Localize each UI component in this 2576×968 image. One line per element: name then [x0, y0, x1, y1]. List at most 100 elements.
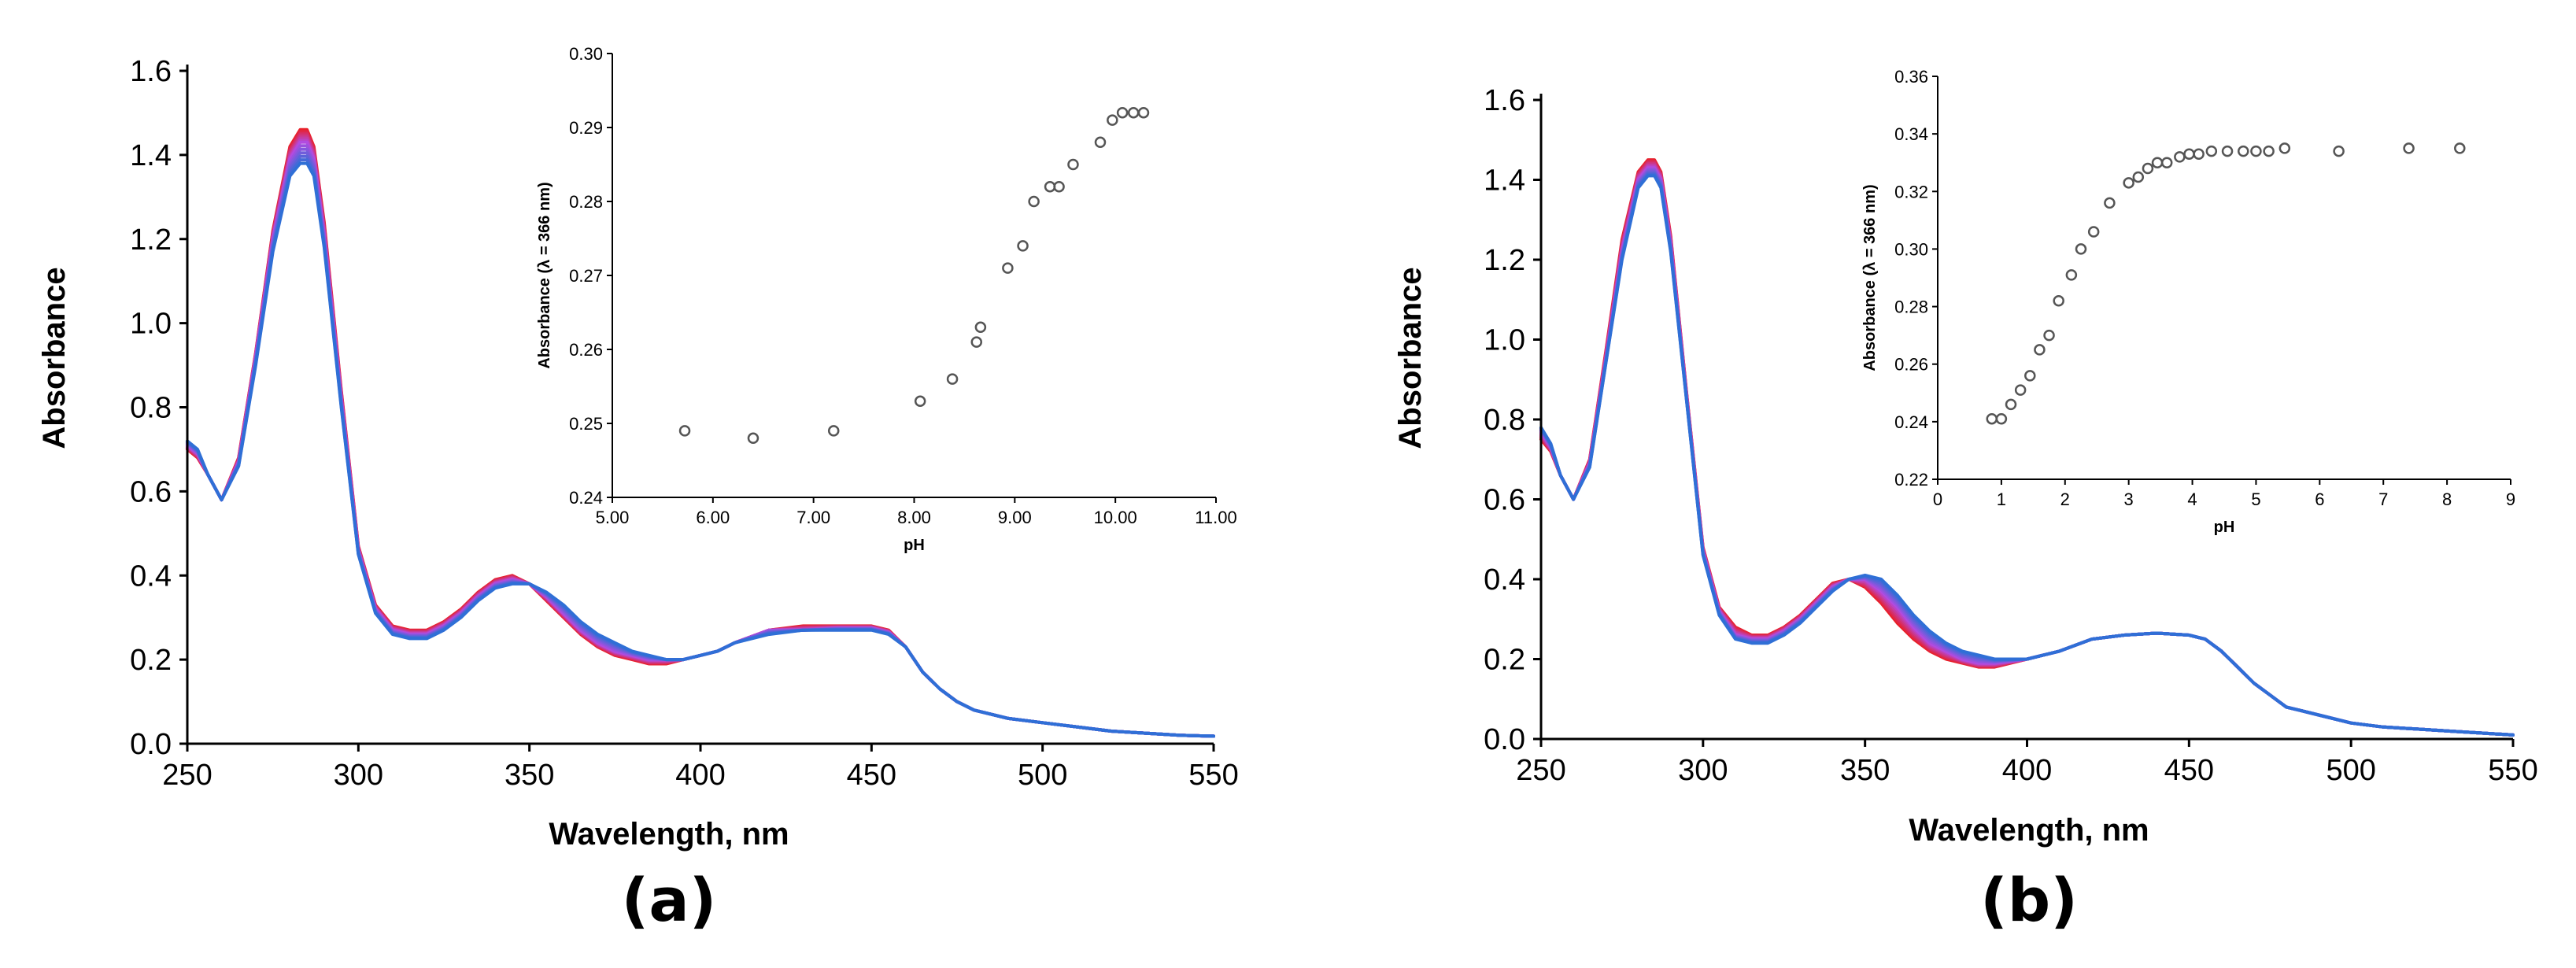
y-tick-label-a-3: 0.6	[130, 475, 172, 508]
inset-x-tick-label-b-2: 2	[2060, 490, 2070, 509]
inset-point-a-13	[1094, 136, 1107, 149]
inset-x-tick-label-a-4: 9.00	[998, 508, 1032, 527]
inset-point-b-19	[2193, 148, 2205, 160]
spectrum-line-b-12	[1539, 174, 2515, 737]
inset-point-a-7	[1002, 262, 1014, 274]
x-tick-label-b-4: 450	[2164, 754, 2214, 787]
inset-point-a-6	[974, 321, 987, 334]
spectrum-line-b-1	[1539, 159, 2515, 737]
inset-point-b-11	[2104, 197, 2116, 209]
y-tick-label-a-4: 0.8	[130, 392, 172, 425]
inset-point-b-27	[2403, 142, 2415, 154]
inset-x-tick-label-b-7: 7	[2378, 490, 2388, 509]
spectrum-line-a-5	[186, 139, 1215, 738]
inset-point-b-9	[2075, 243, 2087, 255]
inset-point-b-21	[2221, 145, 2234, 157]
inset-point-b-4	[2024, 370, 2036, 382]
inset-plot-a: 0.24 0.25 0.26 0.27 0.28 0.29 0.30 5.00 6.00 7.00…	[536, 44, 1237, 554]
inset-point-b-0	[1986, 412, 1998, 425]
inset-x-tick-label-b-8: 8	[2442, 490, 2452, 509]
inset-y-tick-label-b-5: 0.32	[1894, 182, 1928, 201]
spectrum-line-b-11	[1539, 172, 2515, 737]
spectrum-line-a-0	[186, 127, 1215, 738]
inset-y-tick-label-b-6: 0.34	[1894, 124, 1928, 144]
inset-y-tick-label-a-0: 0.24	[569, 488, 603, 508]
inset-y-tick-label-b-0: 0.22	[1894, 470, 1928, 490]
inset-point-b-13	[2132, 171, 2145, 183]
y-tick-label-a-5: 1.0	[130, 308, 172, 341]
inset-y-tick-label-a-4: 0.28	[569, 192, 603, 212]
inset-point-b-1	[1995, 412, 2008, 425]
y-tick-label-b-3: 0.6	[1484, 484, 1525, 517]
spectrum-line-a-10	[186, 154, 1215, 738]
inset-y-tick-label-b-2: 0.26	[1894, 355, 1928, 375]
spectrum-line-a-1	[186, 130, 1215, 738]
y-axis-title-b: Absorbance	[1393, 267, 1428, 449]
inset-point-a-0	[678, 425, 691, 437]
inset-point-b-10	[2087, 226, 2100, 238]
y-tick-label-b-1: 0.2	[1484, 644, 1525, 677]
spectrum-line-b-2	[1539, 161, 2515, 737]
inset-point-a-5	[970, 336, 983, 348]
inset-x-label-b: pH	[2214, 519, 2235, 536]
inset-x-tick-label-b-4: 4	[2187, 490, 2197, 509]
inset-x-tick-label-a-3: 8.00	[897, 508, 931, 527]
inset-point-a-2	[827, 425, 840, 437]
y-tick-label-b-5: 1.0	[1484, 324, 1525, 357]
inset-y-label-b: Absorbance (λ = 366 nm)	[1861, 184, 1879, 371]
x-tick-label-a-5: 500	[1018, 759, 1067, 792]
spectrum-line-b-6	[1539, 166, 2515, 737]
spectra-series-a	[186, 127, 1215, 738]
inset-x-tick-label-a-1: 6.00	[696, 508, 730, 527]
inset-point-b-26	[2333, 145, 2345, 157]
y-tick-label-a-8: 1.6	[130, 55, 172, 88]
inset-point-a-3	[914, 395, 926, 408]
inset-y-tick-label-a-6: 0.30	[569, 44, 603, 64]
inset-x-tick-label-a-5: 10.00	[1094, 508, 1137, 527]
inset-x-tick-label-b-3: 3	[2124, 490, 2134, 509]
y-tick-label-b-8: 1.6	[1484, 84, 1525, 117]
y-tick-label-a-2: 0.4	[130, 560, 172, 593]
x-tick-label-a-6: 550	[1188, 759, 1238, 792]
inset-x-tick-label-a-0: 5.00	[596, 508, 630, 527]
inset-x-label-a: pH	[904, 537, 925, 554]
inset-y-tick-label-a-5: 0.29	[569, 118, 603, 138]
y-tick-label-a-6: 1.2	[130, 224, 172, 257]
spectrum-line-a-8	[186, 147, 1215, 738]
inset-point-b-6	[2043, 329, 2055, 342]
inset-point-a-4	[946, 373, 959, 385]
inset-point-b-18	[2183, 148, 2195, 160]
inset-point-a-10	[1044, 180, 1056, 193]
spectrum-line-b-3	[1539, 162, 2515, 737]
inset-point-b-17	[2174, 151, 2186, 163]
inset-x-tick-label-b-9: 9	[2506, 490, 2515, 509]
x-tick-label-a-2: 350	[504, 759, 554, 792]
y-tick-label-a-7: 1.4	[130, 139, 172, 172]
inset-point-b-20	[2205, 145, 2218, 157]
x-tick-label-a-4: 450	[847, 759, 896, 792]
inset-point-a-9	[1028, 195, 1040, 208]
inset-point-b-15	[2151, 157, 2164, 168]
spectrum-line-b-10	[1539, 172, 2515, 737]
x-tick-label-a-0: 250	[162, 759, 212, 792]
inset-point-a-12	[1067, 158, 1079, 171]
inset-point-b-7	[2053, 295, 2064, 307]
inset-point-b-14	[2142, 162, 2154, 175]
y-tick-label-b-6: 1.2	[1484, 244, 1525, 277]
inset-x-tick-label-b-5: 5	[2251, 490, 2260, 509]
inset-point-a-14	[1107, 114, 1118, 126]
inset-point-a-15	[1116, 106, 1129, 119]
inset-point-a-17	[1137, 106, 1150, 119]
spectrum-line-a-9	[186, 151, 1215, 738]
spectrum-line-b-0	[1539, 158, 2515, 737]
inset-x-tick-label-b-0: 0	[1933, 490, 1942, 509]
panel-label-a: (a)	[622, 865, 717, 935]
inset-y-tick-label-b-3: 0.28	[1894, 297, 1928, 317]
x-tick-label-b-2: 350	[1840, 754, 1890, 787]
inset-y-tick-label-b-4: 0.30	[1894, 239, 1928, 259]
inset-point-b-12	[2123, 177, 2134, 189]
x-axis-title-b: Wavelength, nm	[1909, 813, 2149, 848]
inset-point-b-8	[2065, 269, 2078, 281]
